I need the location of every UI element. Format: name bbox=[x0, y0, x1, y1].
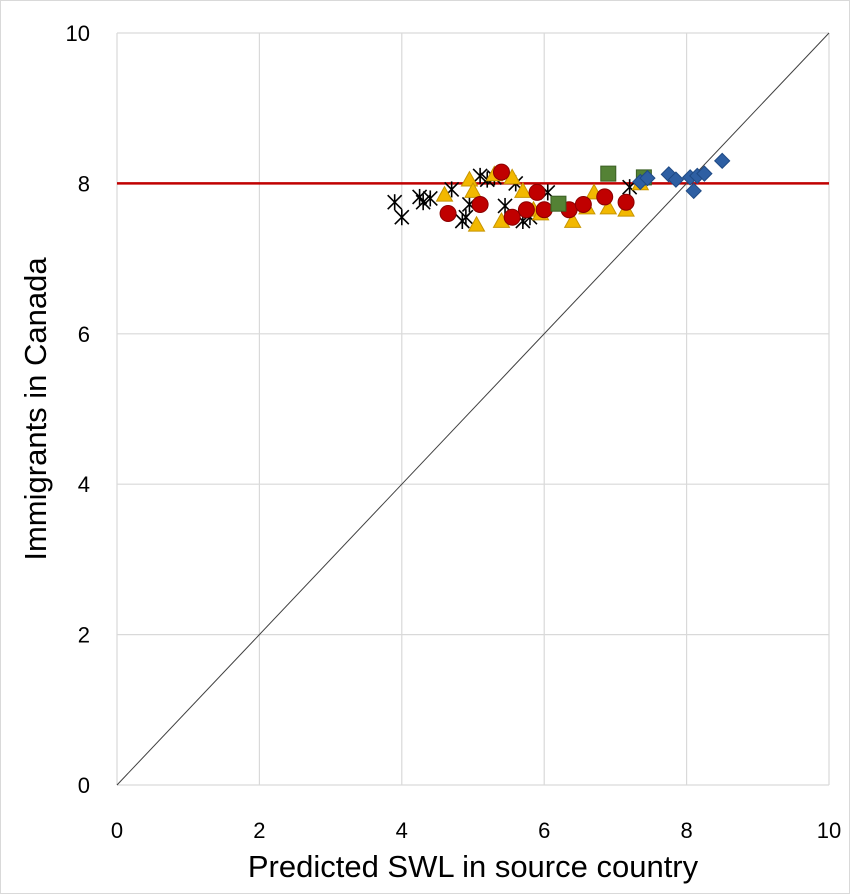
y-tick-label: 4 bbox=[78, 472, 90, 497]
data-point-square bbox=[600, 165, 617, 182]
data-point-triangle bbox=[563, 211, 582, 228]
tick-labels: 0 2 4 6 8 10 0 2 4 6 8 10 bbox=[66, 21, 842, 843]
data-point-circle bbox=[528, 183, 546, 201]
data-point-circle bbox=[535, 201, 553, 219]
reference-lines bbox=[116, 32, 830, 786]
y-tick-label: 0 bbox=[78, 773, 90, 798]
data-point-triangle bbox=[460, 170, 479, 187]
data-point-circle bbox=[439, 204, 457, 222]
data-point-circle bbox=[503, 208, 521, 226]
x-tick-label: 4 bbox=[396, 818, 408, 843]
data-point-circle bbox=[517, 201, 535, 219]
data-point-diamond bbox=[639, 169, 656, 187]
data-point-triangle bbox=[435, 185, 454, 202]
x-tick-label: 10 bbox=[817, 818, 841, 843]
y-tick-label: 2 bbox=[78, 623, 90, 648]
data-point-circle bbox=[471, 195, 489, 213]
data-point-diamond bbox=[685, 182, 702, 200]
y-tick-label: 6 bbox=[78, 322, 90, 347]
x-tick-label: 0 bbox=[111, 818, 123, 843]
gridlines bbox=[116, 32, 830, 786]
data-point-star bbox=[394, 209, 410, 226]
data-point-star bbox=[458, 209, 474, 226]
x-tick-label: 2 bbox=[253, 818, 265, 843]
x-axis-title: Predicted SWL in source country bbox=[248, 849, 699, 884]
data-point-diamond bbox=[667, 171, 685, 188]
data-points bbox=[387, 152, 731, 232]
data-point-circle bbox=[492, 163, 510, 181]
data-point-triangle bbox=[464, 181, 482, 198]
data-point-circle bbox=[596, 188, 614, 206]
data-point-triangle bbox=[599, 198, 618, 215]
data-point-diamond bbox=[696, 165, 713, 182]
data-point-triangle bbox=[513, 181, 532, 198]
data-point-star bbox=[472, 167, 488, 184]
data-point-triangle bbox=[467, 215, 486, 232]
data-point-circle bbox=[617, 193, 635, 211]
y-axis-title: Immigrants in Canada bbox=[18, 257, 53, 561]
x-tick-label: 8 bbox=[680, 818, 692, 843]
data-point-star bbox=[387, 194, 403, 211]
data-point-square bbox=[550, 195, 567, 212]
y-tick-label: 8 bbox=[78, 171, 90, 196]
data-point-star bbox=[415, 194, 431, 211]
y-tick-label: 10 bbox=[66, 21, 90, 46]
x-tick-label: 6 bbox=[538, 818, 550, 843]
data-point-circle bbox=[574, 195, 592, 213]
data-point-diamond bbox=[713, 152, 731, 170]
data-point-star bbox=[422, 190, 438, 207]
diagonal-reference-line bbox=[116, 32, 830, 786]
